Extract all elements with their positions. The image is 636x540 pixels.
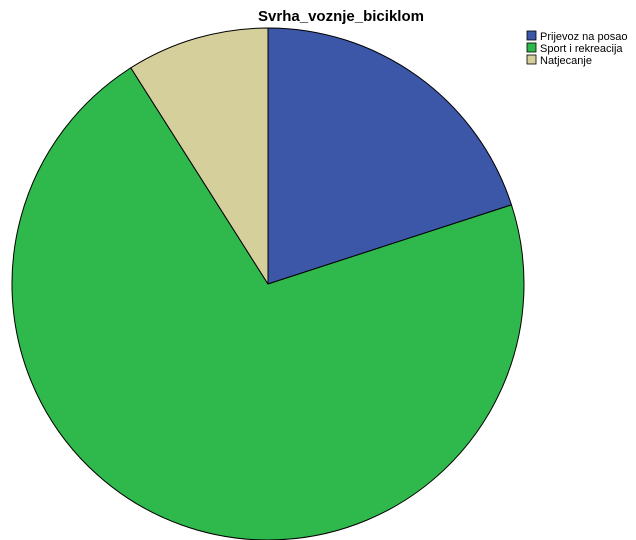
legend-swatch [526, 54, 537, 65]
legend-item-prijevoz-na-posao: Prijevoz na posao [526, 30, 627, 43]
legend-item-sport-i-rekreacija: Sport i rekreacija [526, 42, 623, 55]
legend-swatch [526, 30, 537, 41]
legend-swatch [526, 42, 537, 53]
legend-label: Natjecanje [540, 55, 592, 67]
chart-title: Svrha_voznje_biciklom [258, 8, 424, 25]
pie-slices [11, 27, 525, 540]
legend-item-natjecanje: Natjecanje [526, 54, 592, 67]
pie-slice-sport-i-rekreacija [11, 67, 525, 540]
legend-label: Sport i rekreacija [540, 43, 623, 55]
pie-slice-natjecanje [130, 27, 269, 285]
pie-slice-prijevoz-na-posao [267, 27, 512, 285]
legend-label: Prijevoz na posao [540, 31, 627, 43]
